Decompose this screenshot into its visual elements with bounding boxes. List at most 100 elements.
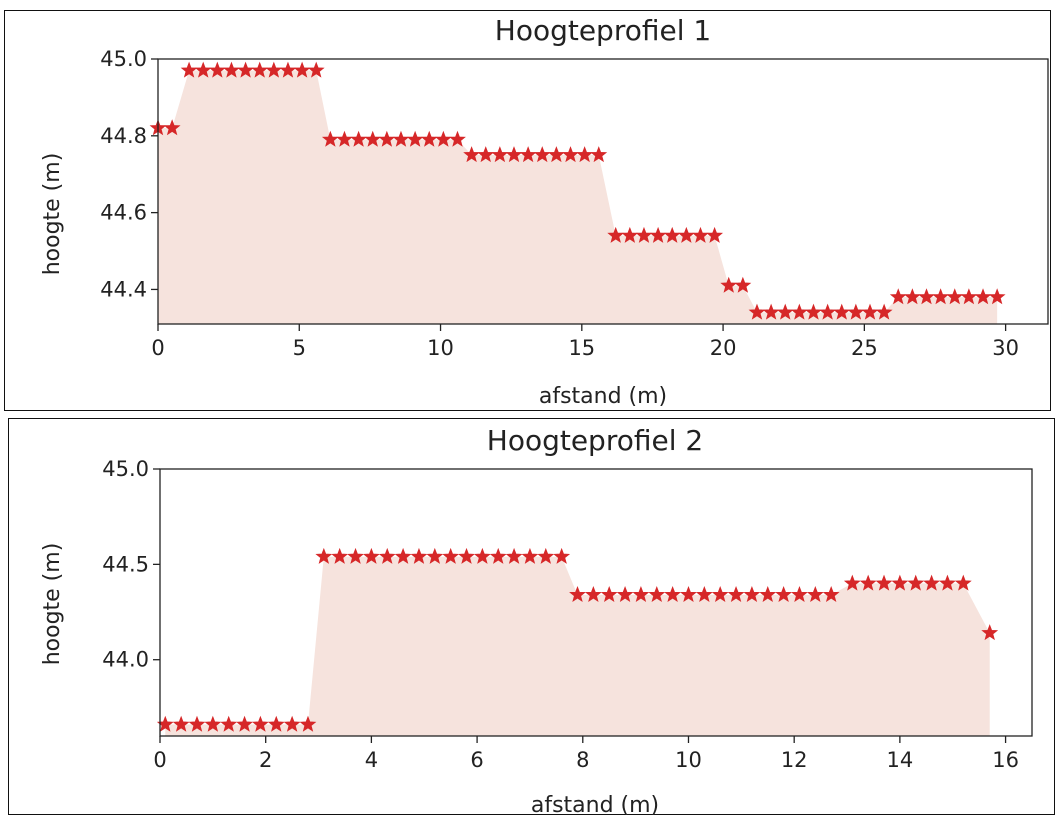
x-tick-label: 4 (365, 748, 378, 772)
data-point (350, 130, 368, 147)
data-point (521, 547, 539, 564)
data-point (362, 547, 380, 564)
data-point (664, 586, 682, 603)
data-point (473, 547, 491, 564)
data-point (442, 547, 460, 564)
y-axis-label: hoogte (m) (40, 153, 65, 276)
data-point (283, 715, 301, 732)
data-point (791, 586, 808, 603)
data-point (194, 61, 212, 78)
data-point (364, 130, 382, 147)
y-tick-label: 44.5 (102, 552, 149, 576)
data-point (748, 303, 766, 320)
data-point (576, 146, 594, 163)
x-tick-label: 30 (992, 336, 1019, 360)
data-point (706, 226, 724, 243)
data-point (477, 146, 495, 163)
data-point (265, 61, 283, 78)
data-point (426, 547, 444, 564)
data-point (762, 303, 780, 320)
data-point (533, 146, 551, 163)
data-point (172, 715, 190, 732)
data-point (251, 715, 269, 732)
chart-title: Hoogteprofiel 1 (495, 14, 711, 47)
data-point (208, 61, 226, 78)
data-point (237, 61, 255, 78)
data-point (806, 586, 824, 603)
data-point (790, 303, 808, 320)
data-point (946, 288, 964, 305)
data-point (711, 586, 729, 603)
chart-hoogteprofiel-2: Hoogteprofiel 2 afstand (m) hoogte (m) 0… (40, 424, 1033, 816)
y-tick-label: 44.6 (100, 201, 147, 225)
data-point (843, 574, 861, 591)
data-point (204, 715, 222, 732)
data-point (463, 146, 481, 163)
data-point (519, 146, 537, 163)
data-point (434, 130, 452, 147)
data-point (489, 547, 507, 564)
data-point (727, 586, 745, 603)
data-point (648, 586, 666, 603)
chart-panel-1: Hoogteprofiel 1 afstand (m) hoogte (m) 0… (4, 10, 1051, 411)
data-point (299, 715, 317, 732)
data-point (607, 226, 625, 243)
data-point (960, 288, 978, 305)
x-tick-label: 12 (781, 748, 808, 772)
data-point (776, 303, 794, 320)
data-point (163, 119, 181, 136)
area-fill (158, 70, 998, 324)
data-point (188, 715, 206, 732)
x-tick-label: 10 (675, 748, 702, 772)
chart-hoogteprofiel-1: Hoogteprofiel 1 afstand (m) hoogte (m) 0… (40, 14, 1049, 409)
data-point (974, 288, 992, 305)
data-point (569, 586, 586, 603)
y-tick-label: 45.0 (102, 457, 149, 481)
data-point (663, 226, 681, 243)
data-point (833, 303, 851, 320)
plot-frame (157, 58, 1049, 325)
data-point (822, 586, 840, 603)
data-point (680, 586, 697, 603)
data-point (859, 574, 877, 591)
data-point (378, 130, 396, 147)
x-tick-label: 20 (710, 336, 737, 360)
x-axis-label: afstand (m) (531, 793, 659, 816)
data-point (537, 547, 555, 564)
data-point (988, 288, 1006, 305)
data-point (759, 586, 777, 603)
data-point (875, 574, 893, 591)
x-axis-label: afstand (m) (539, 384, 667, 409)
data-point (847, 303, 865, 320)
data-point (220, 715, 238, 732)
data-point (505, 547, 523, 564)
data-point (336, 130, 353, 147)
chart-title: Hoogteprofiel 2 (487, 424, 703, 457)
data-point (307, 61, 325, 78)
y-tick-label: 44.0 (102, 648, 149, 672)
x-tick-label: 6 (470, 748, 483, 772)
data-point (236, 715, 253, 732)
data-point (394, 547, 412, 564)
x-tick-label: 14 (887, 748, 914, 772)
y-tick-label: 44.4 (100, 277, 147, 301)
data-point (293, 61, 311, 78)
data-point (505, 146, 523, 163)
data-point (861, 303, 879, 320)
data-point (903, 288, 921, 305)
data-point (420, 130, 438, 147)
data-point (743, 586, 761, 603)
data-point (410, 547, 428, 564)
y-tick-label: 45.0 (100, 47, 147, 71)
x-tick-label: 8 (576, 748, 589, 772)
data-point (692, 226, 709, 243)
data-point (907, 574, 925, 591)
area-fill (165, 556, 990, 736)
x-tick-label: 5 (293, 336, 306, 360)
data-point (590, 146, 608, 163)
data-point (734, 276, 752, 293)
data-point (918, 288, 935, 305)
data-point (695, 586, 713, 603)
data-point (819, 303, 837, 320)
x-tick-label: 0 (153, 748, 166, 772)
